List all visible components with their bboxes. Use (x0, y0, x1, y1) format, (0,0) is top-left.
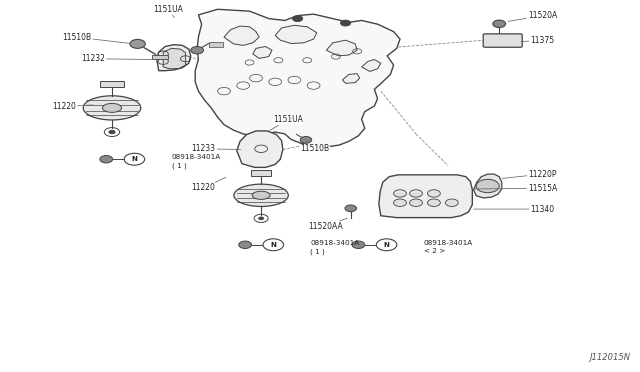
Text: N: N (383, 242, 390, 248)
Text: N: N (131, 156, 138, 162)
Text: 11340: 11340 (474, 205, 555, 214)
Text: ( 1 ): ( 1 ) (310, 248, 325, 255)
Text: 11233: 11233 (191, 144, 241, 153)
Text: 08918-3401A: 08918-3401A (424, 240, 473, 246)
Circle shape (100, 155, 113, 163)
Text: 11520AA: 11520AA (308, 218, 348, 231)
Polygon shape (379, 175, 472, 218)
Polygon shape (237, 131, 283, 167)
Text: 1151UA: 1151UA (153, 5, 182, 17)
Circle shape (191, 46, 204, 54)
Bar (209, 42, 223, 46)
Text: 11232: 11232 (81, 54, 156, 63)
Ellipse shape (102, 103, 122, 112)
Text: 11520A: 11520A (508, 11, 557, 21)
Polygon shape (157, 45, 191, 71)
Text: 11510B: 11510B (300, 141, 330, 153)
Circle shape (476, 179, 499, 193)
Ellipse shape (83, 96, 141, 120)
Text: 11510B: 11510B (62, 33, 130, 44)
Ellipse shape (252, 191, 270, 199)
Polygon shape (474, 174, 502, 198)
Polygon shape (163, 48, 186, 69)
Circle shape (394, 199, 406, 206)
Circle shape (109, 130, 115, 134)
Text: J112015N: J112015N (589, 353, 630, 362)
Text: N: N (270, 242, 276, 248)
Circle shape (410, 199, 422, 206)
Bar (152, 55, 168, 59)
Polygon shape (326, 40, 357, 56)
Circle shape (410, 190, 422, 197)
Text: 1151UA: 1151UA (270, 115, 303, 130)
Circle shape (345, 205, 356, 212)
Text: < 2 >: < 2 > (424, 248, 445, 254)
Text: 08918-3401A: 08918-3401A (172, 154, 221, 160)
Polygon shape (224, 26, 259, 45)
Polygon shape (362, 60, 381, 71)
Text: 08918-3401A: 08918-3401A (310, 240, 360, 246)
Text: 11515A: 11515A (474, 184, 557, 193)
Text: 11220: 11220 (191, 177, 226, 192)
Circle shape (239, 241, 252, 248)
Polygon shape (253, 46, 272, 58)
Circle shape (292, 16, 303, 22)
Polygon shape (195, 9, 400, 147)
Ellipse shape (234, 184, 288, 206)
FancyBboxPatch shape (483, 34, 522, 47)
Circle shape (428, 190, 440, 197)
Circle shape (493, 20, 506, 28)
Circle shape (300, 137, 312, 143)
Text: 11375: 11375 (521, 36, 555, 45)
Text: 11220: 11220 (52, 102, 93, 110)
Circle shape (352, 241, 365, 248)
Circle shape (259, 217, 264, 220)
Circle shape (130, 39, 145, 48)
Polygon shape (275, 25, 317, 44)
Circle shape (394, 190, 406, 197)
Circle shape (340, 20, 351, 26)
Text: 11220P: 11220P (502, 170, 557, 179)
Polygon shape (342, 74, 360, 83)
Bar (251, 170, 271, 176)
Text: ( 1 ): ( 1 ) (172, 163, 186, 169)
Bar (100, 81, 124, 87)
Circle shape (428, 199, 440, 206)
Circle shape (445, 199, 458, 206)
